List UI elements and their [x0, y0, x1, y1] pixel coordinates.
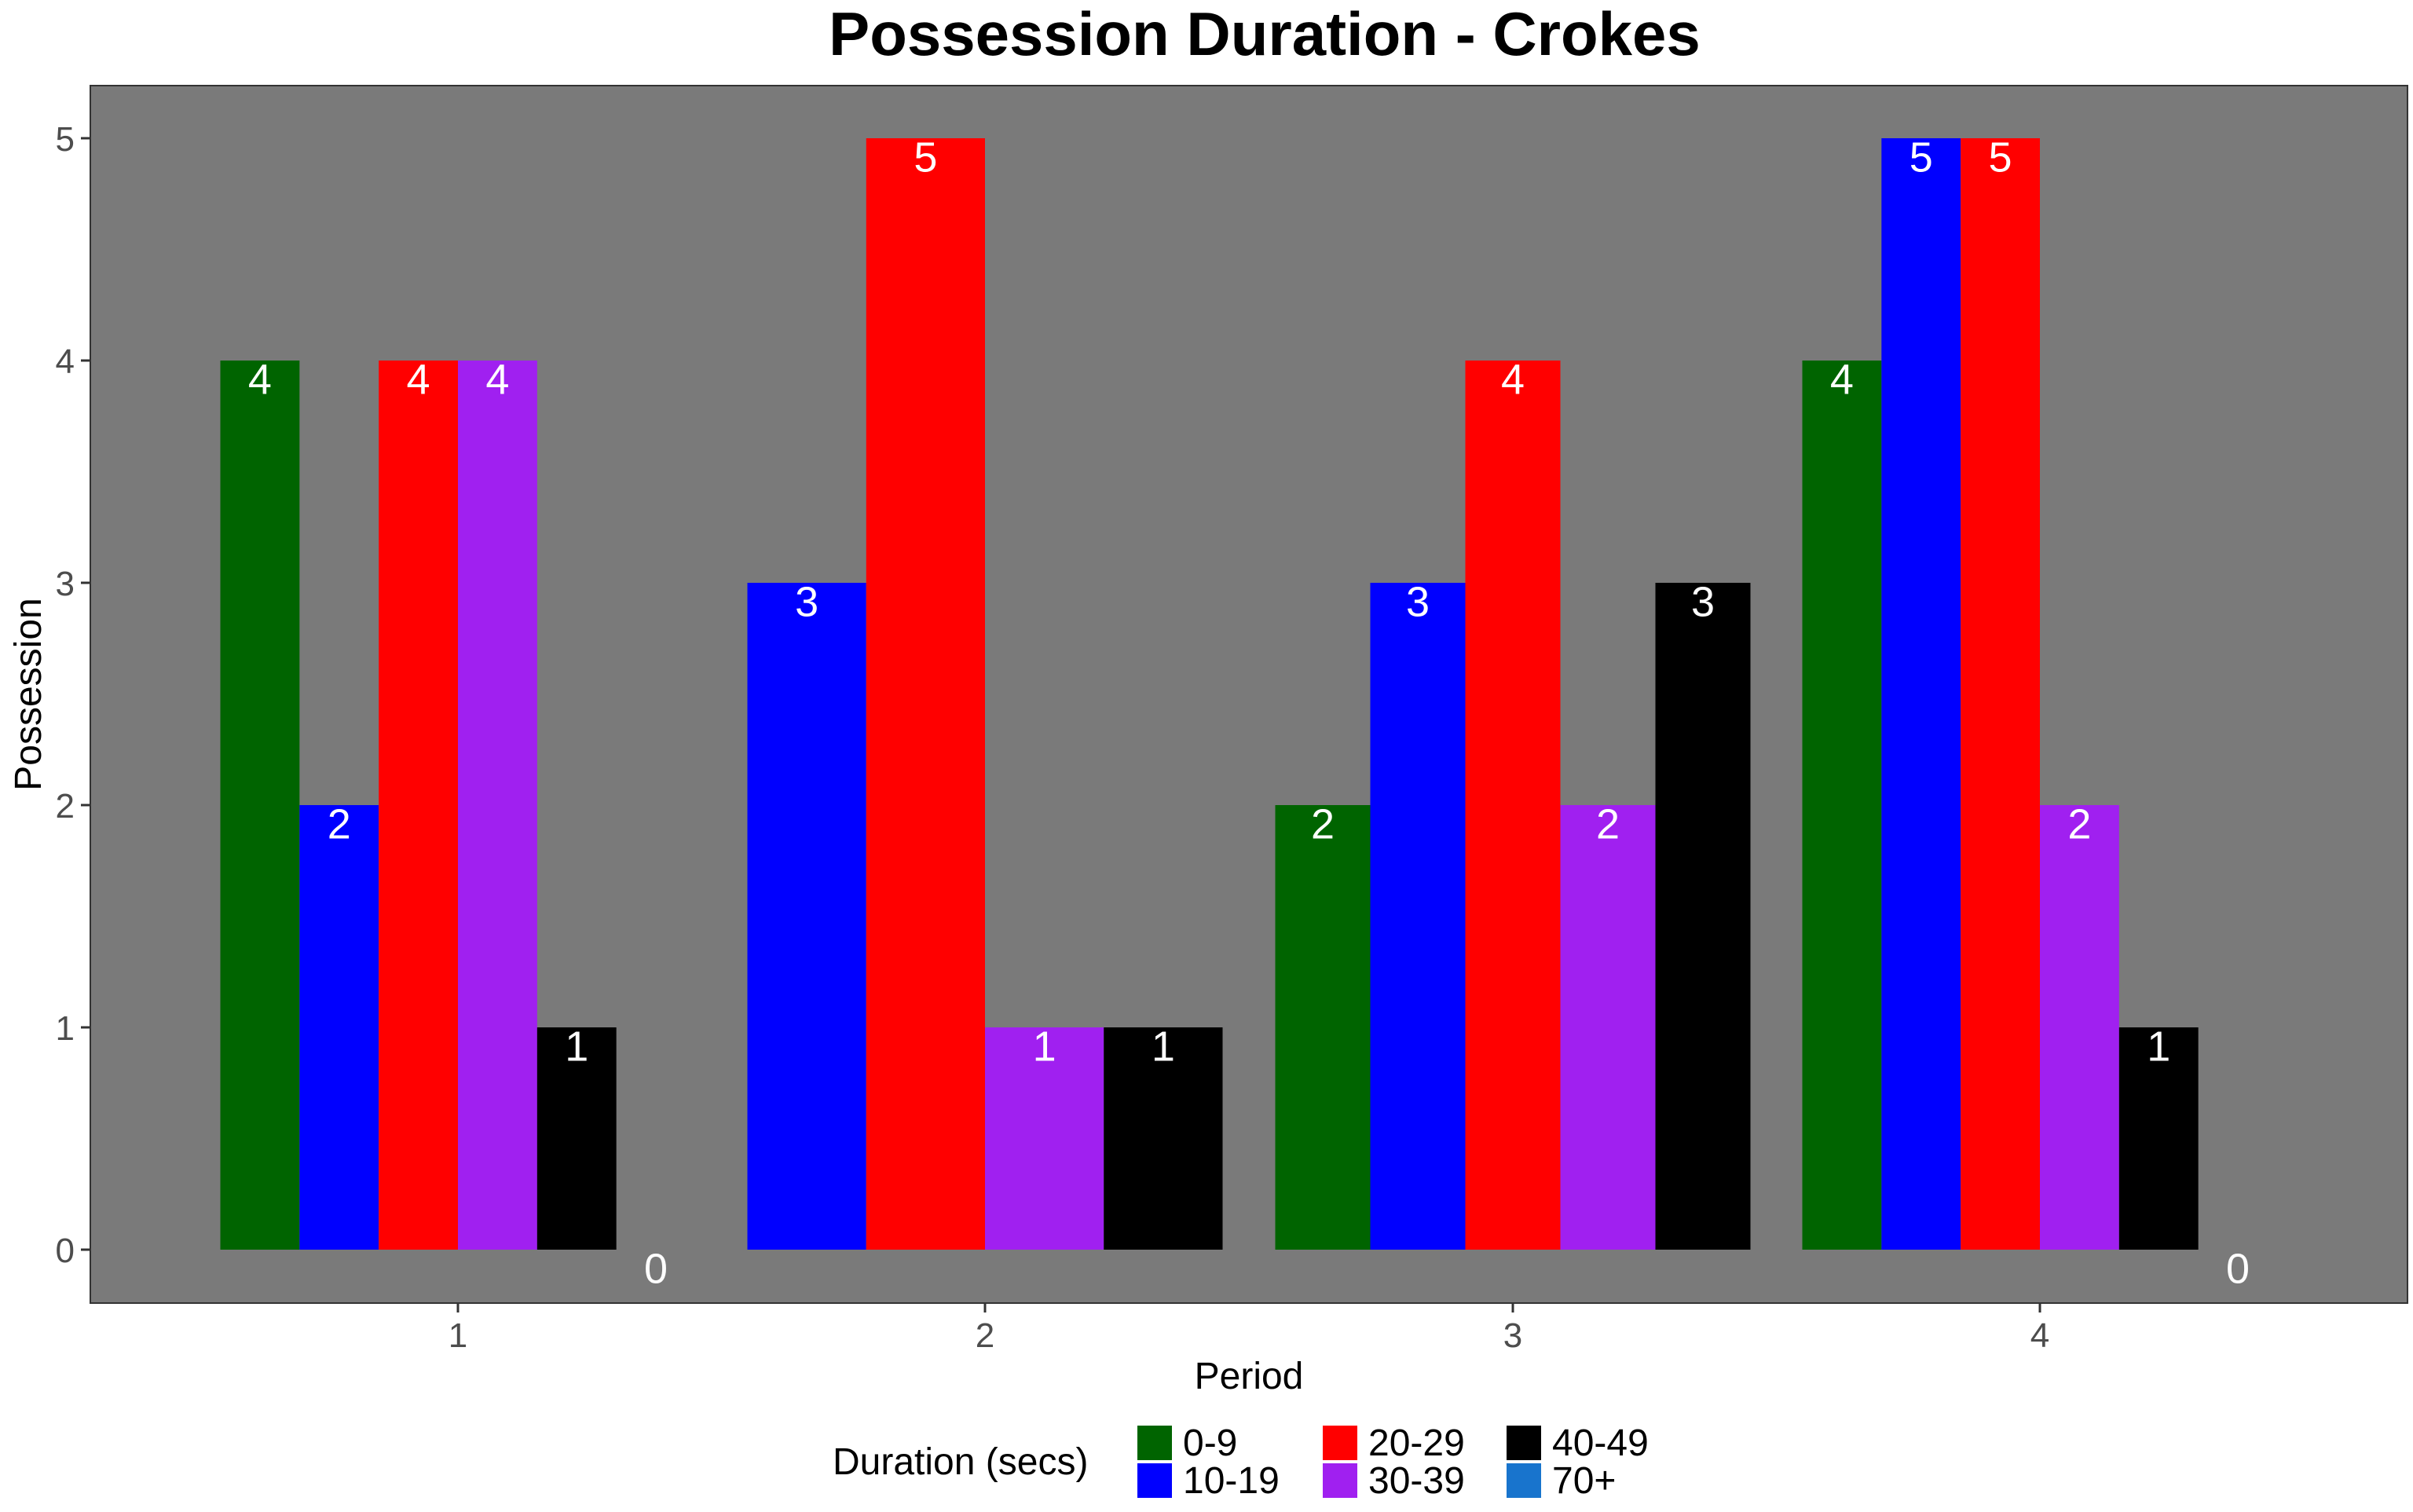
- y-tick-label: 4: [56, 342, 75, 381]
- bar-value-label: 1: [2147, 1023, 2170, 1070]
- bars-group: [220, 138, 2199, 1250]
- bar-1-10-19: [299, 805, 379, 1250]
- bar-2-10-19: [747, 583, 866, 1250]
- legend-label: 10-19: [1183, 1460, 1280, 1502]
- y-tick-label: 2: [56, 787, 75, 826]
- legend-key-0-9: [1137, 1426, 1172, 1460]
- bar-3-10-19: [1370, 583, 1466, 1250]
- y-axis: 0 1 2 3 4 5: [56, 120, 90, 1270]
- bar-value-label: 4: [1830, 356, 1854, 403]
- bar-value-label: 1: [1033, 1023, 1056, 1070]
- legend-key-40-49: [1507, 1426, 1541, 1460]
- bar-3-0-9: [1275, 805, 1371, 1250]
- legend-label: 30-39: [1368, 1460, 1465, 1502]
- bar-value-label: 4: [1501, 356, 1525, 403]
- x-tick-label: 3: [1503, 1316, 1522, 1355]
- legend-key-20-29: [1323, 1426, 1357, 1460]
- bar-value-label: 4: [485, 356, 509, 403]
- bar-1-30-39: [458, 361, 537, 1250]
- bar-value-label: 4: [407, 356, 430, 403]
- bar-value-label: 5: [914, 134, 937, 181]
- legend-key-10-19: [1137, 1463, 1172, 1498]
- bar-4-0-9: [1802, 361, 1882, 1250]
- legend-title: Duration (secs): [833, 1441, 1088, 1483]
- bar-value-label: 3: [1406, 578, 1430, 625]
- bar-value-label: 2: [1311, 800, 1335, 848]
- bar-4-40-49: [2118, 1027, 2199, 1250]
- legend-label: 70+: [1552, 1460, 1616, 1502]
- bar-2-20-29: [866, 138, 985, 1250]
- bar-value-label: 0: [644, 1245, 668, 1292]
- legend-key-70+: [1507, 1463, 1541, 1498]
- bar-value-label: 2: [328, 800, 351, 848]
- bar-value-label: 4: [248, 356, 272, 403]
- bar-4-10-19: [1881, 138, 1961, 1250]
- x-tick-label: 1: [449, 1316, 467, 1355]
- x-tick-label: 2: [976, 1316, 994, 1355]
- y-tick-label: 5: [56, 120, 75, 159]
- bar-2-30-39: [985, 1027, 1104, 1250]
- bar-1-20-29: [379, 361, 458, 1250]
- bar-value-label: 0: [2226, 1245, 2250, 1292]
- chart-title: Possession Duration - Crokes: [829, 0, 1701, 68]
- bar-4-20-29: [1961, 138, 2040, 1250]
- bar-3-30-39: [1560, 805, 1656, 1250]
- legend-label: 20-29: [1368, 1422, 1465, 1464]
- legend-label: 0-9: [1183, 1422, 1237, 1464]
- bar-3-40-49: [1655, 583, 1751, 1250]
- bar-value-label: 5: [1910, 134, 1933, 181]
- legend-label: 40-49: [1552, 1422, 1649, 1464]
- bar-3-20-29: [1465, 361, 1561, 1250]
- bar-value-label: 2: [1596, 800, 1620, 848]
- bar-2-40-49: [1104, 1027, 1223, 1250]
- bar-value-label: 3: [795, 578, 818, 625]
- y-tick-label: 0: [56, 1232, 75, 1270]
- x-axis-title: Period: [1195, 1356, 1304, 1397]
- bar-1-40-49: [536, 1027, 617, 1250]
- legend-key-30-39: [1323, 1463, 1357, 1498]
- bar-labels-group: 4 2 4 4 1 0 3 5 1 1 2 3 4 2 3 4 5 5 2 1 0: [248, 134, 2250, 1292]
- bar-value-label: 2: [2067, 800, 2091, 848]
- x-axis: 1 2 3 4: [449, 1303, 2049, 1355]
- x-tick-label: 4: [2030, 1316, 2049, 1355]
- y-axis-title: Possession: [8, 598, 49, 790]
- bar-value-label: 3: [1691, 578, 1715, 625]
- bar-1-0-9: [220, 361, 300, 1250]
- y-tick-label: 3: [56, 565, 75, 603]
- bar-4-30-39: [2040, 805, 2119, 1250]
- y-tick-label: 1: [56, 1009, 75, 1048]
- bar-value-label: 1: [1152, 1023, 1175, 1070]
- bar-value-label: 5: [1989, 134, 2012, 181]
- bar-value-label: 1: [565, 1023, 588, 1070]
